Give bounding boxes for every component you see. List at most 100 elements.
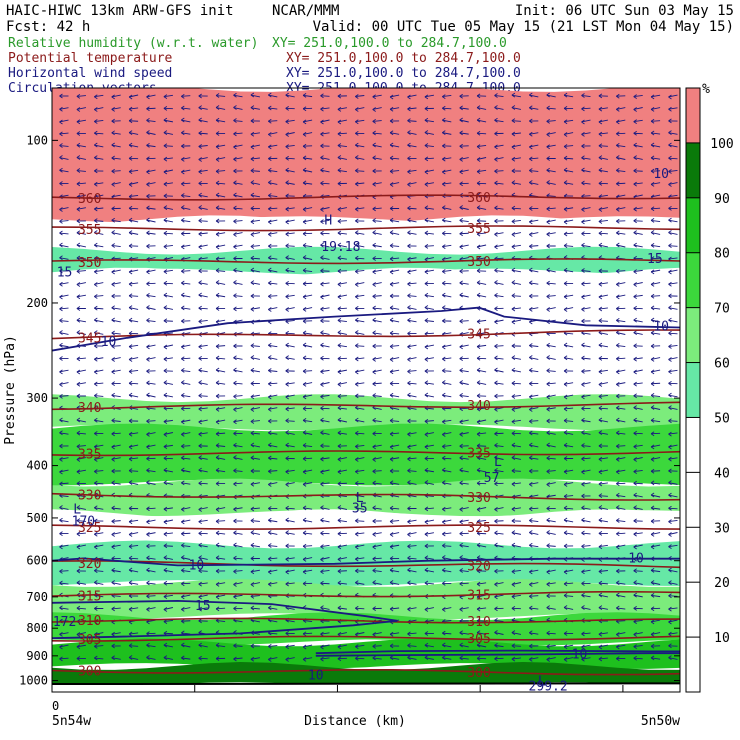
theta-label: 320	[467, 559, 490, 574]
vector	[146, 132, 156, 135]
vector	[459, 519, 469, 523]
vector	[250, 657, 260, 660]
vector-head	[320, 180, 324, 186]
vector-head	[111, 468, 115, 474]
vector	[320, 469, 330, 473]
vector	[581, 294, 591, 298]
vector	[668, 332, 678, 335]
vector	[355, 182, 365, 185]
vector-head	[372, 206, 376, 212]
vector-head	[181, 143, 185, 149]
vector-head	[128, 468, 133, 474]
vector-head	[511, 506, 516, 512]
vector-head	[163, 480, 168, 485]
vector-head	[459, 393, 463, 398]
vector-head	[163, 519, 168, 525]
vector	[76, 319, 86, 323]
vector-head	[616, 142, 620, 148]
vector	[442, 169, 452, 173]
vector	[303, 419, 313, 423]
vector-head	[163, 181, 168, 187]
vector	[494, 582, 504, 585]
vector	[651, 357, 661, 360]
vector-head	[146, 357, 150, 362]
vector-head	[581, 355, 585, 361]
vector	[668, 157, 678, 160]
vector-head	[181, 280, 185, 286]
vector	[442, 632, 452, 635]
vector	[616, 520, 626, 522]
vector	[633, 294, 643, 298]
vector-head	[198, 467, 202, 473]
vector	[250, 569, 260, 573]
vector-head	[581, 167, 585, 173]
vector	[564, 182, 574, 185]
vector-head	[302, 342, 307, 348]
vector-head	[476, 480, 481, 486]
vector	[146, 394, 156, 398]
vector-head	[616, 294, 620, 300]
vector-head	[337, 505, 342, 510]
vector-head	[337, 255, 342, 261]
vector-head	[355, 580, 359, 586]
vector-head	[337, 167, 342, 173]
vector-head	[215, 117, 220, 123]
vector-head	[233, 594, 237, 600]
colorbar-swatch	[686, 362, 700, 418]
vector-head	[111, 532, 115, 537]
vector-head	[128, 519, 133, 525]
vector	[216, 157, 226, 160]
vector	[111, 369, 121, 373]
vector-head	[424, 230, 429, 236]
vector	[59, 257, 69, 260]
vector	[59, 369, 69, 373]
vector-head	[94, 444, 98, 450]
vector	[146, 269, 156, 273]
vector	[285, 519, 295, 523]
vector-head	[76, 317, 81, 323]
field-xy: XY= 251.0,100.0 to 284.7,100.0	[286, 51, 521, 66]
vector-head	[668, 532, 672, 537]
vector-head	[111, 142, 115, 148]
vector-head	[320, 294, 324, 300]
vector-head	[581, 318, 585, 324]
vector	[111, 482, 121, 485]
vector	[511, 582, 521, 585]
vector	[268, 307, 278, 310]
vector-head	[163, 156, 168, 162]
vector-head	[372, 343, 376, 349]
vector-head	[442, 519, 446, 525]
vector	[216, 582, 226, 585]
vector-head	[372, 381, 376, 387]
vector	[424, 557, 434, 560]
vector	[59, 632, 69, 635]
vector	[181, 257, 191, 260]
vector-head	[511, 407, 516, 412]
vector	[111, 144, 121, 148]
vector-head	[459, 630, 463, 636]
vector	[407, 582, 417, 585]
vector-head	[511, 343, 516, 349]
vector	[598, 332, 608, 335]
vector	[668, 257, 678, 260]
vector	[355, 557, 365, 560]
vector-head	[302, 368, 307, 374]
x-left-location: 5n54w	[52, 714, 91, 729]
vector	[424, 382, 434, 385]
vector-head	[302, 330, 307, 336]
vector	[564, 320, 574, 322]
vector-head	[459, 205, 463, 210]
vector-head	[215, 481, 220, 486]
vector-head	[111, 330, 115, 336]
vector	[320, 157, 330, 160]
vector-head	[494, 131, 498, 137]
vector	[616, 169, 626, 173]
vector-head	[355, 469, 359, 475]
vector-head	[320, 443, 324, 449]
vector-head	[59, 167, 63, 173]
vector-head	[128, 118, 133, 124]
vector	[546, 307, 556, 310]
vector-head	[372, 480, 376, 486]
vector-head	[459, 507, 463, 512]
vector-head	[372, 544, 376, 550]
